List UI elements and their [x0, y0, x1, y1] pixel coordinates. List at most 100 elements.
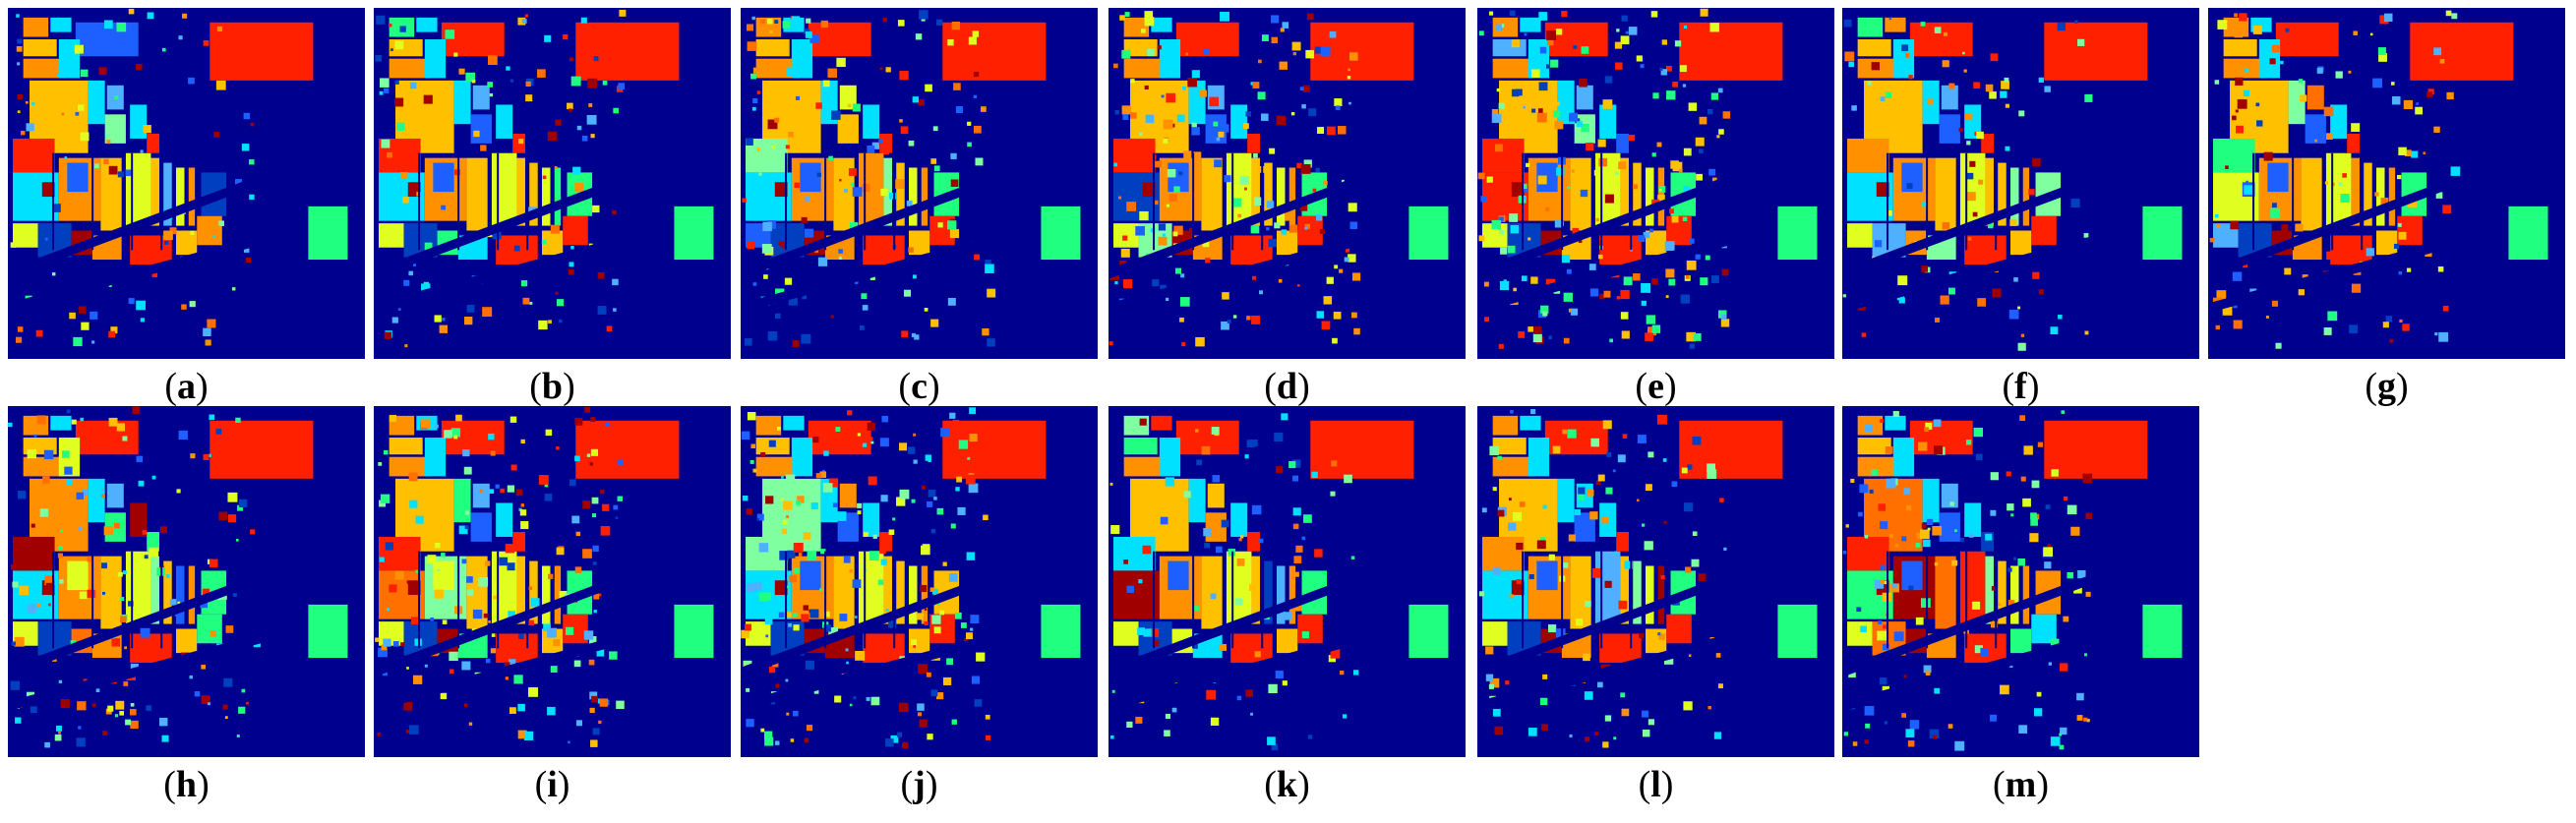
pixel-noise — [986, 735, 991, 740]
pixel-noise — [132, 406, 141, 414]
pixel-noise — [897, 20, 905, 27]
pixel-noise — [1234, 598, 1243, 606]
pixel-noise — [1874, 240, 1883, 248]
pixel-noise — [1585, 601, 1591, 608]
pixel-noise — [2214, 213, 2219, 218]
panel-letter: j — [913, 764, 926, 805]
field-region — [1935, 157, 1956, 231]
pixel-noise — [246, 257, 252, 264]
pixel-noise — [822, 469, 825, 473]
field-region — [496, 633, 538, 663]
pixel-noise — [1651, 152, 1656, 157]
pixel-noise — [1253, 197, 1263, 206]
pixel-noise — [760, 451, 766, 457]
pixel-noise — [2043, 547, 2054, 557]
pixel-noise — [1191, 70, 1200, 79]
pixel-noise — [114, 95, 119, 100]
pixel-noise — [859, 325, 865, 330]
pixel-noise — [1252, 275, 1256, 280]
pixel-noise — [35, 329, 43, 337]
pixel-noise — [590, 417, 596, 422]
pixel-noise — [73, 336, 83, 347]
field-region — [1201, 556, 1223, 629]
pixel-noise — [426, 112, 434, 120]
pixel-noise — [2022, 498, 2031, 507]
pixel-noise — [1334, 98, 1343, 107]
pixel-noise — [839, 614, 848, 621]
pixel-noise — [1216, 546, 1223, 554]
pixel-noise — [2047, 544, 2052, 548]
pixel-noise — [116, 22, 127, 32]
pixel-noise — [786, 585, 790, 589]
pixel-noise — [120, 597, 125, 602]
pixel-noise — [1349, 52, 1358, 61]
field-boundary — [1192, 551, 1195, 649]
pixel-noise — [1342, 714, 1348, 719]
pixel-noise — [960, 622, 967, 628]
pixel-noise — [453, 52, 458, 57]
pixel-noise — [378, 647, 388, 658]
pixel-noise — [2017, 236, 2027, 245]
pixel-noise — [795, 95, 801, 100]
pixel-noise — [45, 582, 53, 590]
pixel-noise — [1331, 460, 1338, 467]
pixel-noise — [1530, 69, 1540, 78]
field-region — [496, 502, 513, 537]
pixel-noise — [118, 571, 123, 577]
field-region — [1657, 565, 1665, 624]
field-region — [1570, 556, 1591, 629]
pixel-noise — [1275, 671, 1284, 679]
pixel-noise — [2271, 203, 2277, 208]
pixel-noise — [1348, 68, 1350, 72]
pixel-noise — [1109, 482, 1113, 486]
pixel-noise — [87, 556, 93, 562]
panel-caption-c: (c) — [898, 366, 940, 407]
pixel-noise — [2427, 88, 2434, 95]
pixel-noise — [119, 616, 127, 622]
pixel-noise — [1990, 472, 1999, 481]
classification-map-image — [2208, 8, 2565, 359]
pixel-noise — [56, 73, 60, 77]
pixel-noise — [16, 45, 23, 52]
pixel-noise — [1716, 135, 1720, 139]
pixel-noise — [848, 168, 857, 176]
pixel-noise — [2252, 25, 2262, 34]
pixel-noise — [857, 433, 861, 437]
pixel-noise — [107, 705, 114, 712]
pixel-noise — [605, 422, 611, 428]
pixel-noise — [1538, 82, 1548, 91]
field-region — [2009, 565, 2019, 624]
pixel-noise — [1620, 692, 1626, 698]
pixel-noise — [746, 687, 750, 692]
pixel-noise — [1649, 228, 1653, 233]
pixel-noise — [1865, 723, 1871, 729]
field-region — [833, 157, 855, 231]
pixel-noise — [108, 330, 116, 338]
pixel-noise — [1915, 543, 1921, 548]
diagonal-strip — [1477, 177, 1724, 279]
pixel-noise — [1266, 227, 1270, 231]
field-boundary — [497, 551, 500, 649]
pixel-noise — [1515, 88, 1523, 96]
pixel-noise — [618, 459, 624, 465]
field-region — [1666, 215, 1692, 246]
pixel-noise — [473, 130, 480, 138]
pixel-noise — [15, 336, 23, 343]
pixel-noise — [1173, 186, 1180, 193]
pixel-noise — [2032, 157, 2041, 167]
pixel-noise — [60, 529, 63, 533]
panel-caption-f: (f) — [2002, 366, 2040, 407]
pixel-noise — [1221, 321, 1229, 330]
pixel-noise — [796, 500, 802, 505]
pixel-noise — [17, 110, 21, 114]
field-region — [774, 580, 788, 596]
pixel-noise — [509, 416, 517, 423]
pixel-noise — [943, 676, 952, 685]
pixel-noise — [569, 57, 573, 62]
field-boundary — [52, 152, 55, 251]
pixel-noise — [1656, 414, 1667, 425]
pixel-noise — [525, 81, 531, 88]
field-region — [130, 104, 148, 139]
pixel-noise — [410, 82, 417, 89]
pixel-noise — [871, 142, 880, 149]
